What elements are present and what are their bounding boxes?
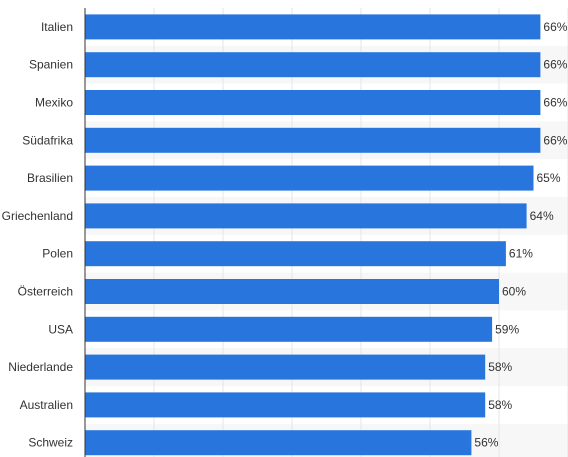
bar [85,241,506,267]
value-label: 61% [509,247,533,261]
value-label: 58% [488,360,512,374]
gridlines [153,8,568,457]
value-label: 66% [543,20,567,34]
bar [85,203,527,229]
value-labels: 66% 66% 66% 66% 65% 64% 61% 60% 59% 58% 58% 56% [474,20,567,450]
category-label: Griechenland [2,209,73,223]
category-label: Spanien [29,58,73,72]
bar [85,14,541,40]
bar [85,392,486,418]
bars [85,14,541,456]
category-label: Schweiz [28,436,73,450]
value-label: 59% [495,322,519,336]
value-label: 56% [474,436,498,450]
value-label: 66% [543,96,567,110]
bar [85,165,534,191]
bar [85,430,472,456]
bar [85,90,541,115]
bar [85,127,541,153]
category-label: USA [48,322,73,336]
value-label: 64% [530,209,554,223]
category-label: Niederlande [8,360,73,374]
category-label: Australien [20,398,73,412]
value-label: 65% [537,171,561,185]
value-label: 66% [543,58,567,72]
value-label: 66% [543,133,567,147]
category-label: Italien [41,20,73,34]
category-label: Mexiko [35,96,73,110]
value-label: 60% [502,285,526,299]
bar [85,279,499,304]
bar [85,316,493,342]
value-label: 58% [488,398,512,412]
bar [85,52,541,78]
bar [85,354,486,380]
category-label: Österreich [18,285,73,299]
category-labels: Italien Spanien Mexiko Südafrika Brasilien Gr… [2,20,74,450]
category-label: Brasilien [27,171,73,185]
category-label: Südafrika [22,133,73,147]
category-label: Polen [42,247,73,261]
